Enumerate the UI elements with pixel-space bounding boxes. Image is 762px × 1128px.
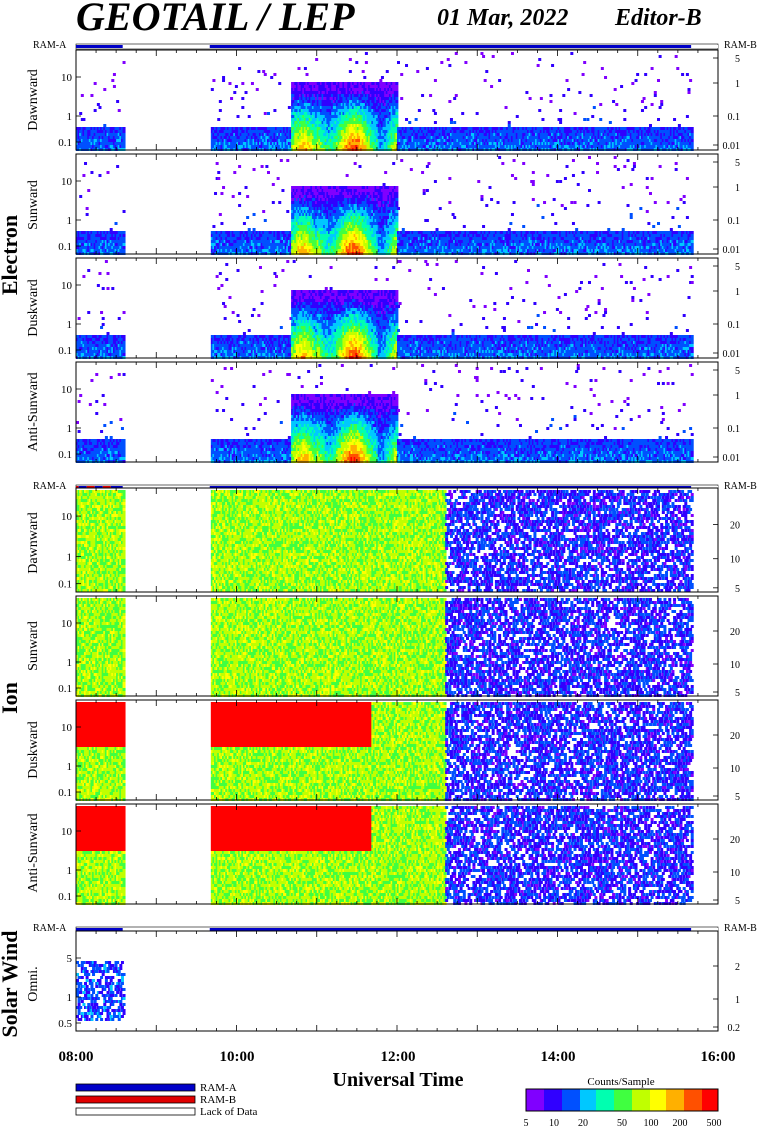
plot-editor: Editor-B [614, 5, 702, 31]
ram-a-label: RAM-A [33, 40, 67, 51]
colorbar [526, 1089, 719, 1111]
ram-a-label: RAM-A [33, 481, 67, 492]
spectrogram-cell [94, 82, 97, 85]
group-label-ion: Ion [0, 682, 22, 714]
legend-label-lack-of-data: Lack of Data [200, 1106, 258, 1118]
x-tick-label: 08:00 [59, 1049, 94, 1065]
colorbar-tick-label: 500 [707, 1118, 722, 1128]
geotail-lep-plot: GEOTAIL / LEP 01 Mar, 2022 Editor-B Elec… [0, 0, 762, 1128]
spectrogram-cell [81, 94, 84, 97]
legend-swatch-ram-a [76, 1084, 195, 1091]
spectrogram-cell [111, 79, 114, 82]
panel-label-dawnward: Dawnward [26, 69, 41, 130]
plot-date: 01 Mar, 2022 [437, 5, 568, 31]
spectrogram-cell [113, 73, 116, 76]
panel-label-dawnward: Dawnward [26, 512, 41, 573]
spectrogram-cell [103, 124, 106, 127]
legend-swatch-lack-of-data [76, 1108, 195, 1115]
spectrogram-cell [113, 85, 116, 88]
spectrogram-cell [116, 100, 119, 103]
x-tick-label: 12:00 [381, 1049, 416, 1065]
colorbar-tick-label: 100 [644, 1118, 659, 1128]
panel-label-anti-sunward: Anti-Sunward [26, 813, 41, 892]
ram-a-label: RAM-A [33, 923, 67, 934]
panel-label-omni: Omni. [26, 966, 41, 1001]
page-title: GEOTAIL / LEP [76, 0, 355, 39]
ram-b-label: RAM-B [724, 481, 757, 492]
colorbar-title: Counts/Sample [587, 1076, 654, 1088]
x-axis-title: Universal Time [333, 1069, 464, 1091]
spectrogram-cell [103, 88, 106, 91]
panel-label-duskward: Duskward [26, 721, 41, 779]
colorbar-tick-label: 50 [617, 1118, 627, 1128]
spectrogram-cell [82, 118, 85, 121]
spectrogram-layer: 1010.1510.10.011010.1510.10.011010.1510.… [58, 44, 740, 1034]
ram-status-segment [123, 45, 210, 48]
colorbar-tick-label: 5 [524, 1118, 529, 1128]
ram-b-label: RAM-B [724, 40, 757, 51]
x-tick-label: 14:00 [541, 1049, 576, 1065]
spectrogram-cell [118, 109, 121, 112]
panel-label-duskward: Duskward [26, 279, 41, 337]
legend-label-ram-a: RAM-A [200, 1082, 237, 1094]
colorbar-tick-label: 10 [549, 1118, 559, 1128]
ram-status-segment [76, 45, 123, 48]
legend-label-ram-b: RAM-B [200, 1094, 236, 1106]
group-label-solar-wind: Solar Wind [0, 930, 22, 1037]
spectrogram-cell [97, 103, 100, 106]
panel-label-sunward: Sunward [26, 180, 41, 230]
ram-b-label: RAM-B [724, 923, 757, 934]
spectrogram-cell [98, 106, 101, 109]
panel-label-sunward: Sunward [26, 621, 41, 671]
spectrogram-cell [94, 109, 97, 112]
colorbar-tick-label: 200 [673, 1118, 688, 1128]
spectrogram-cell [79, 112, 82, 115]
legend-swatch-ram-b [76, 1096, 195, 1103]
spectrogram-cell [90, 94, 93, 97]
group-label-electron: Electron [0, 215, 22, 295]
x-tick-label: 16:00 [701, 1049, 736, 1065]
x-tick-label: 10:00 [220, 1049, 255, 1065]
ram-status-segment [691, 45, 718, 48]
ram-status-segment [210, 45, 692, 48]
panel-label-anti-sunward: Anti-Sunward [26, 372, 41, 451]
colorbar-tick-label: 20 [578, 1118, 588, 1128]
